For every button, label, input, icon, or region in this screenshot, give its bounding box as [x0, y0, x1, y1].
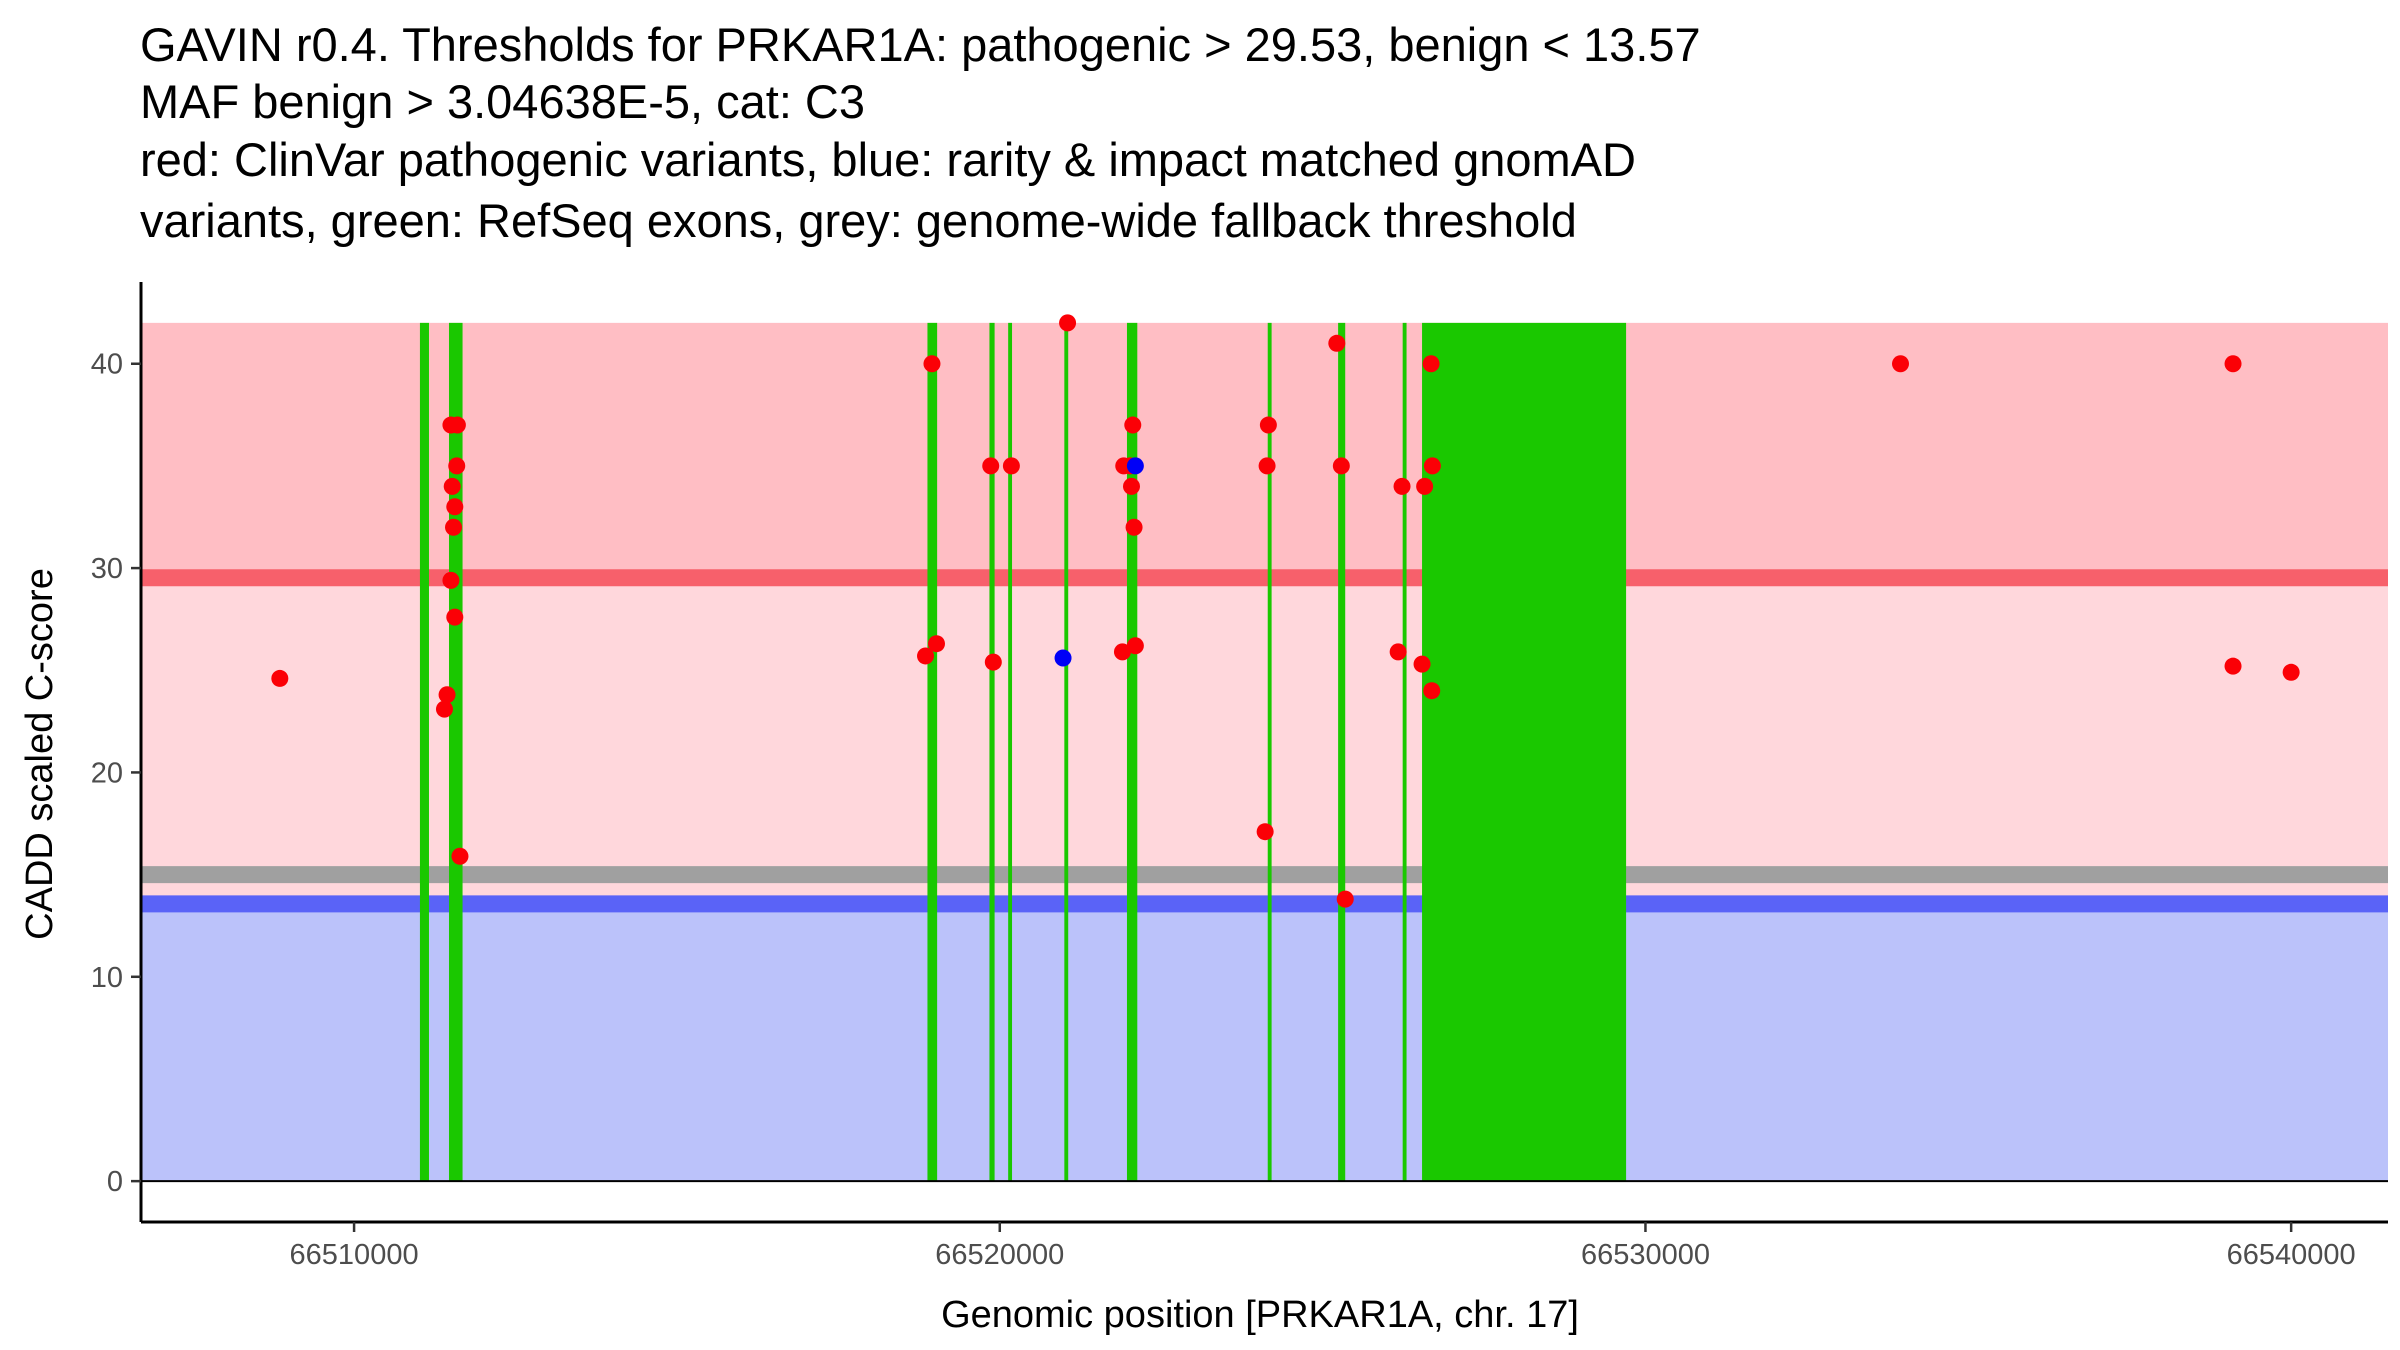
clinvar-variant-point-16	[982, 457, 1000, 475]
exon-bar-4	[989, 322, 995, 1182]
clinvar-variant-point-10	[438, 686, 456, 704]
title-line-2: MAF benign > 3.04638E-5, cat: C3	[140, 75, 865, 128]
y-tick-label-30: 30	[91, 553, 123, 585]
x-tick-label-66520000: 66520000	[935, 1239, 1064, 1271]
y-tick-label-10: 10	[91, 962, 123, 994]
gnomad-variant-point-1	[1126, 457, 1144, 475]
clinvar-variant-point-5	[448, 457, 466, 475]
clinvar-variant-point-23	[1124, 416, 1142, 434]
x-tick-label-66530000: 66530000	[1581, 1239, 1710, 1271]
exon-bar-10	[1402, 322, 1407, 1182]
y-tick-label-0: 0	[107, 1166, 123, 1198]
x-axis-title: Genomic position [PRKAR1A, chr. 17]	[941, 1294, 1579, 1336]
clinvar-variant-point-42	[2224, 657, 2242, 675]
clinvar-variant-point-13	[923, 355, 941, 373]
clinvar-variant-point-27	[1258, 457, 1276, 475]
clinvar-variant-point-38	[1423, 457, 1441, 475]
clinvar-variant-point-33	[1393, 477, 1411, 495]
clinvar-variant-point-43	[2282, 663, 2300, 681]
gnomad-variant-point-2	[1054, 649, 1072, 667]
clinvar-variant-point-11	[435, 700, 453, 718]
clinvar-variant-point-12	[451, 847, 469, 865]
clinvar-variant-point-4	[443, 477, 461, 495]
clinvar-variant-point-8	[442, 571, 460, 589]
exon-bar-6	[1064, 322, 1069, 1182]
axes: 0 10 20 30 40 66510000 66520000 66530000 6654000…	[91, 282, 2388, 1271]
clinvar-variant-point-34	[1389, 643, 1407, 661]
threshold-bands	[141, 322, 2388, 1182]
exon-bar-5	[1008, 322, 1013, 1182]
clinvar-variant-point-32	[1336, 890, 1354, 908]
clinvar-variant-point-30	[1328, 334, 1346, 352]
threshold-lines	[141, 569, 2388, 913]
clinvar-variant-point-28	[1259, 416, 1277, 434]
chart-title: GAVIN r0.4. Thresholds for PRKAR1A: path…	[140, 18, 1701, 247]
x-tick-label-66510000: 66510000	[290, 1239, 419, 1271]
exon-bar-11	[1422, 322, 1627, 1182]
clinvar-variant-point-7	[445, 518, 463, 536]
clinvar-variant-point-31	[1332, 457, 1350, 475]
clinvar-variant-point-39	[1423, 682, 1441, 700]
clinvar-variant-point-37	[1422, 355, 1440, 373]
variant-points	[271, 314, 2300, 908]
x-tick-label-66540000: 66540000	[2227, 1239, 2356, 1271]
exon-bar-7	[1126, 322, 1138, 1182]
benign-region	[141, 903, 2388, 1182]
clinvar-variant-point-6	[446, 498, 464, 516]
clinvar-variant-point-22	[1122, 477, 1140, 495]
intermediate-region	[141, 577, 2388, 904]
clinvar-variant-point-1	[271, 669, 289, 687]
clinvar-variant-point-26	[1126, 637, 1144, 655]
clinvar-variant-point-3	[448, 416, 466, 434]
clinvar-variant-point-15	[927, 635, 945, 653]
clinvar-variant-point-29	[1256, 823, 1274, 841]
title-line-1: GAVIN r0.4. Thresholds for PRKAR1A: path…	[140, 18, 1701, 71]
exon-bar-9	[1338, 322, 1346, 1182]
clinvar-variant-point-9	[446, 608, 464, 626]
exon-bar-2	[448, 322, 463, 1182]
clinvar-variant-point-14	[917, 647, 935, 665]
clinvar-variant-point-17	[984, 653, 1002, 671]
exon-bar-1	[419, 322, 429, 1182]
clinvar-variant-point-36	[1413, 655, 1431, 673]
exon-bars	[419, 322, 1627, 1182]
y-tick-label-20: 20	[91, 757, 123, 789]
exon-bar-3	[927, 322, 938, 1182]
clinvar-variant-point-40	[1892, 355, 1910, 373]
y-axis-title: CADD scaled C-score	[19, 568, 61, 940]
clinvar-variant-point-35	[1416, 477, 1434, 495]
clinvar-variant-point-41	[2224, 355, 2242, 373]
clinvar-variant-point-18	[1002, 457, 1020, 475]
clinvar-variant-point-19	[1059, 314, 1077, 332]
pathogenic-region	[141, 322, 2388, 578]
title-line-4: variants, green: RefSeq exons, grey: gen…	[140, 194, 1577, 247]
y-tick-label-40: 40	[91, 349, 123, 381]
title-line-3: red: ClinVar pathogenic variants, blue: …	[140, 133, 1636, 186]
clinvar-variant-point-24	[1125, 518, 1143, 536]
exon-bar-8	[1267, 322, 1272, 1182]
clinvar-variant-point-25	[1113, 643, 1131, 661]
